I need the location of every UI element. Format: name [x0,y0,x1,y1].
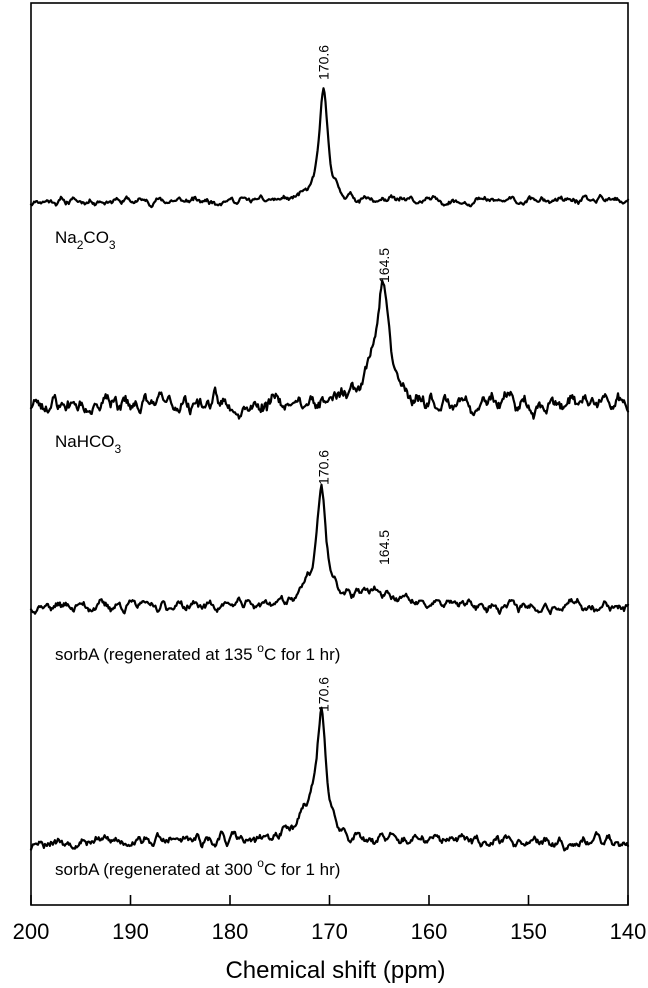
x-tick-label: 160 [411,919,448,944]
x-tick-label: 170 [311,919,348,944]
x-tick-label: 180 [212,919,249,944]
spectrum-trace [29,706,630,852]
x-axis-label: Chemical shift (ppm) [225,957,445,984]
series-label: NaHCO3 [55,432,122,456]
spectrum-trace [29,279,630,420]
x-tick-label: 150 [510,919,547,944]
series-label: Na2CO3 [55,228,116,252]
peak-label: 170.6 [316,450,332,485]
spectrum-trace [29,87,630,209]
series-label: sorbA (regenerated at 135 oC for 1 hr) [55,641,340,664]
x-tick-label: 140 [610,919,647,944]
peak-label: 170.6 [316,677,332,712]
x-tick-label: 190 [112,919,149,944]
peak-label: 164.5 [376,248,392,283]
x-tick-label: 200 [13,919,50,944]
spectrum-trace [29,483,630,616]
peak-label: 170.6 [316,45,332,80]
series-label: sorbA (regenerated at 300 oC for 1 hr) [55,856,340,879]
peak-label: 164.5 [376,530,392,565]
